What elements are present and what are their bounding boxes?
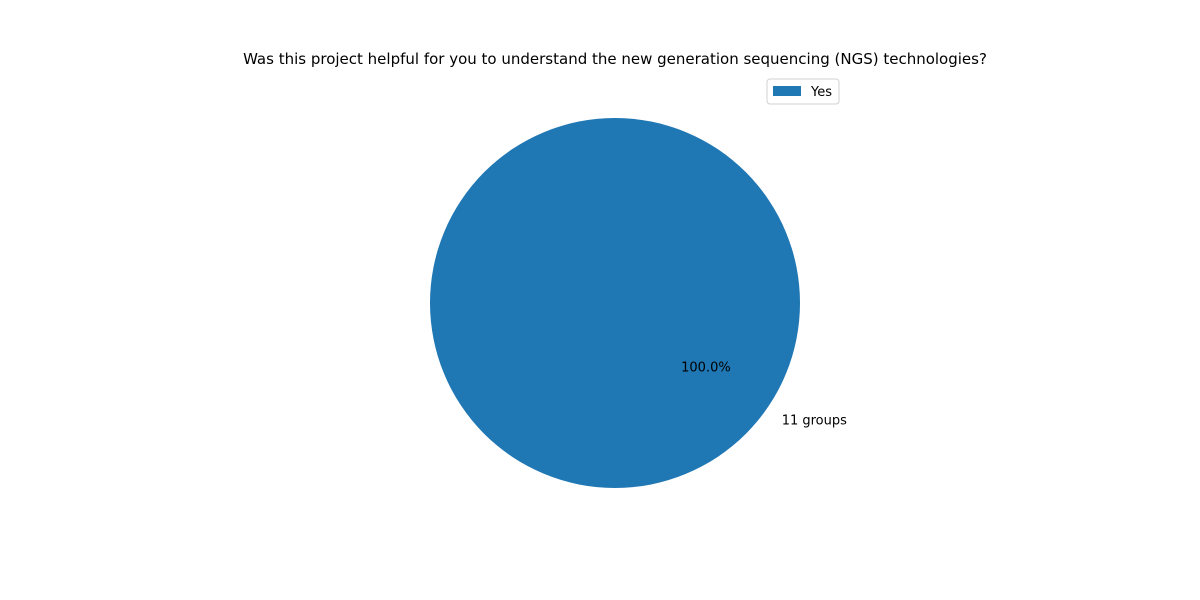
pie-slice-yes [430,118,800,488]
legend-frame [766,78,840,105]
pie-outer-label-yes: 11 groups [782,414,847,429]
chart-title: Was this project helpful for you to unde… [243,50,987,68]
legend-swatch-yes [773,86,801,96]
pie-pct-label-yes: 100.0% [681,361,731,376]
pie-slices: 100.0% 11 groups [430,118,847,488]
legend-label-yes: Yes [810,85,832,100]
legend: Yes [766,78,840,105]
